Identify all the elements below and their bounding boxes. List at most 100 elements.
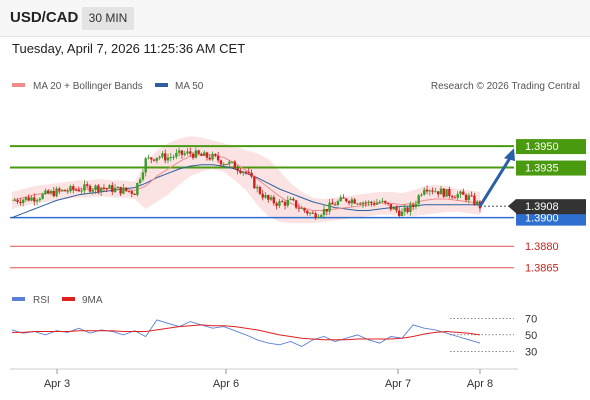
- candle-body-134: [386, 202, 390, 204]
- candle-body-16: [58, 188, 61, 191]
- candle-body-141: [406, 207, 409, 213]
- candle-body-32: [102, 188, 106, 190]
- rsi-tick-2: 30: [525, 346, 537, 358]
- candle-body-156: [448, 189, 451, 196]
- candle-body-112: [325, 208, 328, 212]
- candle-body-11: [44, 190, 47, 194]
- level-label-0: 1.3950: [525, 141, 559, 153]
- candle-body-103: [300, 208, 303, 210]
- candle-body-157: [450, 195, 454, 198]
- candle-body-44: [136, 182, 139, 195]
- candle-body-63: [189, 151, 192, 154]
- candle-body-151: [434, 191, 437, 193]
- candle-body-21: [72, 186, 75, 190]
- candle-body-29: [94, 185, 97, 191]
- candle-body-56: [169, 157, 172, 159]
- candle-body-111: [322, 208, 326, 216]
- candle-body-46: [141, 172, 145, 180]
- candle-body-57: [172, 156, 175, 158]
- chart-datetime: Tuesday, April 7, 2026 11:25:36 AM CET: [12, 41, 246, 56]
- candle-body-123: [356, 203, 359, 205]
- candle-body-12: [47, 190, 50, 194]
- candle-body-124: [359, 203, 362, 205]
- projection-arrow-shaft: [478, 157, 512, 207]
- price-levels: [10, 145, 514, 269]
- candle-body-104: [303, 208, 306, 211]
- candle-body-26: [86, 184, 89, 186]
- candle-body-7: [33, 197, 36, 202]
- ma9-legend-label: 9MA: [82, 295, 103, 306]
- copyright-text: Research © 2026 Trading Central: [431, 81, 580, 92]
- candle-body-136: [392, 207, 395, 210]
- candle-body-2: [19, 201, 22, 203]
- candle-body-23: [77, 189, 81, 192]
- candle-body-140: [403, 207, 406, 212]
- rsi-ma-line: [12, 324, 481, 341]
- candle-body-121: [350, 199, 354, 204]
- candle-body-137: [395, 207, 398, 211]
- candle-body-144: [414, 203, 418, 207]
- price-labels: 1.3950 1.3935 1.3900 1.3880 1.3865 1.3908: [508, 139, 586, 275]
- timeframe-button[interactable]: 30 MIN: [82, 7, 134, 30]
- candle-body-118: [342, 197, 345, 199]
- candle-body-101: [294, 200, 298, 208]
- candle-body-100: [292, 198, 295, 201]
- current-price-badge: [516, 199, 586, 215]
- rsi-legend-swatch: [12, 297, 25, 301]
- candle-body-48: [147, 157, 150, 159]
- candle-body-133: [384, 200, 387, 203]
- candle-body-59: [177, 150, 181, 153]
- candle-body-77: [228, 161, 231, 165]
- candle-body-107: [311, 212, 315, 214]
- candle-body-38: [119, 186, 122, 194]
- candle-body-58: [175, 152, 178, 157]
- candle-body-36: [113, 187, 117, 192]
- candle-body-33: [105, 188, 108, 190]
- candle-body-67: [200, 153, 203, 156]
- current-price-label: 1.3908: [525, 201, 559, 213]
- level-label-1: 1.3935: [525, 163, 559, 175]
- candle-body-53: [161, 153, 164, 157]
- candle-body-130: [375, 202, 379, 205]
- candle-body-152: [437, 191, 440, 195]
- candle-body-92: [269, 197, 273, 200]
- candle-body-155: [445, 189, 448, 197]
- candle-body-9: [38, 198, 42, 201]
- candle-body-61: [183, 153, 186, 155]
- candle-body-116: [336, 201, 340, 205]
- candle-body-35: [111, 185, 114, 192]
- level-label-2: 1.3900: [525, 213, 559, 225]
- candle-body-3: [21, 199, 25, 203]
- candle-body-55: [166, 157, 170, 161]
- ma20-legend-label: MA 20 + Bollinger Bands: [33, 81, 143, 92]
- current-price-pointer: [508, 199, 516, 214]
- candle-body-52: [158, 156, 161, 158]
- candle-body-106: [308, 212, 312, 214]
- candle-body-99: [289, 198, 292, 201]
- candle-body-117: [339, 197, 342, 202]
- candle-body-70: [208, 157, 211, 160]
- candle-body-109: [317, 216, 320, 218]
- candle-body-45: [138, 179, 142, 183]
- candle-body-18: [63, 189, 67, 192]
- candle-body-14: [52, 190, 55, 197]
- candle-body-129: [372, 203, 376, 205]
- candle-body-119: [345, 198, 348, 202]
- x-tick-label-2: Apr 7: [385, 378, 411, 390]
- ma50-legend-label: MA 50: [175, 81, 204, 92]
- candle-body-164: [470, 195, 473, 197]
- candle-body-108: [314, 213, 317, 218]
- candle-body-115: [333, 204, 337, 206]
- candle-body-49: [150, 157, 153, 160]
- projection-arrow-head: [504, 148, 515, 162]
- candle-body-91: [267, 195, 270, 200]
- candle-body-162: [464, 194, 468, 201]
- candle-body-34: [108, 185, 111, 189]
- candle-body-72: [214, 154, 217, 156]
- candles: [13, 147, 482, 220]
- candle-body-153: [439, 188, 443, 195]
- candle-body-83: [244, 171, 248, 173]
- candle-body-79: [233, 161, 237, 169]
- candle-body-166: [476, 201, 479, 205]
